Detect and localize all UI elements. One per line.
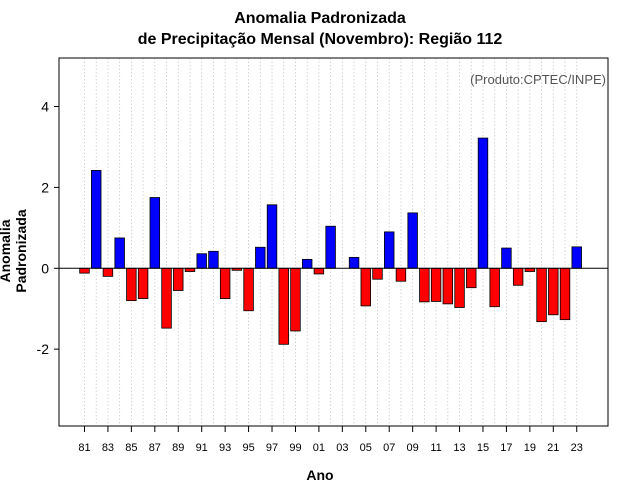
bar-08 bbox=[395, 267, 407, 282]
bar-84 bbox=[114, 237, 125, 269]
bar-95 bbox=[243, 267, 254, 312]
x-tick-label: 01 bbox=[313, 442, 325, 454]
x-tick-label: 81 bbox=[78, 442, 90, 454]
x-tick-label: 11 bbox=[430, 442, 441, 454]
bar-20 bbox=[536, 267, 547, 323]
y-tick-label: 0 bbox=[41, 260, 49, 276]
bar-22 bbox=[559, 267, 571, 321]
bars-layer bbox=[79, 137, 582, 345]
y-tick-label: 4 bbox=[41, 99, 49, 115]
bar-05 bbox=[360, 267, 371, 307]
x-tick-label: 15 bbox=[477, 442, 489, 454]
bar-82 bbox=[91, 170, 102, 269]
x-axis-label: Ano bbox=[306, 467, 334, 483]
bar-88 bbox=[161, 267, 172, 329]
x-tick-label: 09 bbox=[407, 442, 419, 454]
x-tick-label: 95 bbox=[242, 442, 254, 454]
chart-subtitle: de Precipitação Mensal (Novembro): Regiã… bbox=[137, 31, 503, 48]
bar-85 bbox=[126, 267, 137, 302]
bar-00 bbox=[301, 258, 313, 269]
bar-97 bbox=[266, 204, 278, 269]
bar-04 bbox=[348, 256, 360, 269]
x-tick-label: 05 bbox=[360, 442, 372, 454]
y-tick-label: -2 bbox=[37, 341, 50, 357]
bar-89 bbox=[173, 267, 184, 291]
x-tick-label: 91 bbox=[196, 442, 208, 454]
x-tick-label: 87 bbox=[149, 442, 161, 454]
bar-93 bbox=[219, 267, 231, 300]
bar-02 bbox=[325, 225, 336, 269]
plot-frame bbox=[58, 57, 609, 427]
y-tick-label: 2 bbox=[41, 179, 49, 195]
bar-86 bbox=[137, 267, 149, 300]
bar-16 bbox=[489, 267, 500, 308]
bar-18 bbox=[512, 267, 524, 286]
axes-layer: -2 0 2 4 81 83 85 87 89 91 93 95 97 99 01 03 05 07 09 11 13 1… bbox=[37, 57, 609, 454]
source-note: (Produto:CPTEC/INPE) bbox=[470, 72, 606, 87]
bar-99 bbox=[290, 267, 301, 332]
bar-96 bbox=[255, 246, 266, 269]
bar-11 bbox=[430, 267, 442, 302]
x-tick-label: 99 bbox=[289, 442, 301, 454]
bar-81 bbox=[79, 267, 90, 274]
bar-91 bbox=[196, 253, 207, 269]
bar-87 bbox=[149, 197, 161, 269]
bar-92 bbox=[208, 250, 219, 269]
x-tick-label: 17 bbox=[500, 442, 512, 454]
bar-23 bbox=[571, 246, 582, 269]
x-tick-label: 93 bbox=[219, 442, 231, 454]
bar-01 bbox=[313, 267, 325, 275]
y-axis-label: Anomalia Padronizada bbox=[0, 209, 29, 293]
bar-17 bbox=[501, 247, 512, 269]
bar-98 bbox=[278, 267, 289, 345]
bar-14 bbox=[466, 267, 477, 289]
bar-07 bbox=[384, 231, 395, 269]
bar-15 bbox=[477, 137, 489, 269]
x-tick-label: 83 bbox=[102, 442, 114, 454]
x-tick-label: 07 bbox=[383, 442, 395, 454]
bar-83 bbox=[102, 267, 114, 277]
chart-title: Anomalia Padronizada bbox=[234, 10, 406, 27]
x-tick-label: 13 bbox=[453, 442, 465, 454]
x-tick-label: 97 bbox=[266, 442, 278, 454]
bar-09 bbox=[407, 212, 418, 269]
bar-13 bbox=[454, 267, 465, 308]
x-tick-label: 89 bbox=[172, 442, 184, 454]
x-tick-label: 23 bbox=[571, 442, 583, 454]
x-tick-label: 21 bbox=[547, 442, 559, 454]
bar-10 bbox=[419, 267, 430, 303]
bar-21 bbox=[548, 267, 559, 316]
x-tick-label: 85 bbox=[125, 442, 137, 454]
bar-06 bbox=[372, 267, 383, 280]
x-tick-label: 19 bbox=[524, 442, 536, 454]
bar-12 bbox=[442, 267, 454, 305]
x-tick-label: 03 bbox=[336, 442, 348, 454]
